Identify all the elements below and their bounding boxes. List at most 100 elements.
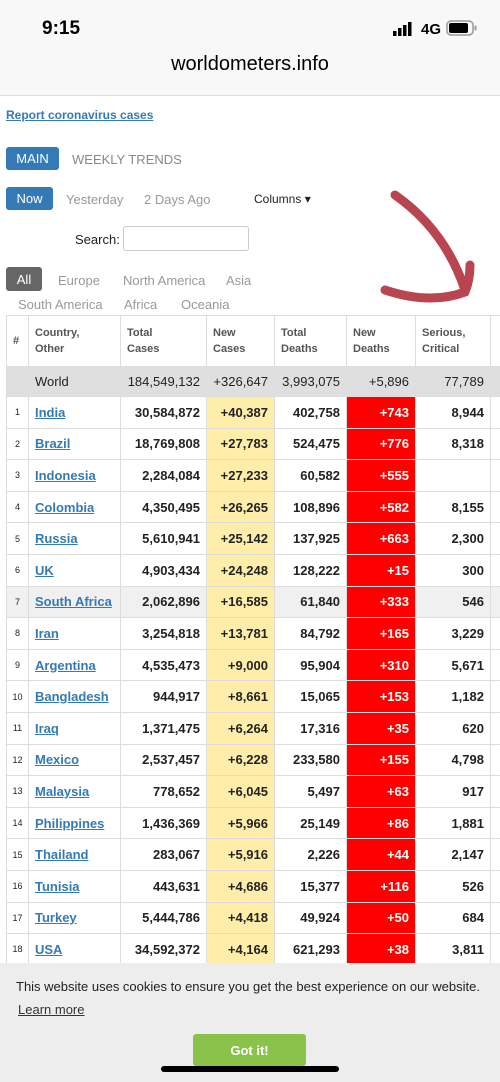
- country-link[interactable]: Tunisia: [35, 878, 80, 894]
- cell: 2,226: [274, 838, 347, 871]
- region[interactable]: Europe: [58, 273, 100, 288]
- country-link[interactable]: Colombia: [35, 499, 95, 515]
- tab-main[interactable]: MAIN: [6, 147, 59, 170]
- country-link[interactable]: UK: [35, 562, 54, 578]
- cell: Argentina: [28, 648, 121, 682]
- cell: +165: [346, 617, 416, 650]
- cell: 233,580: [274, 743, 347, 777]
- cell: 11: [6, 711, 29, 745]
- cell: [490, 617, 500, 650]
- tab-2days[interactable]: 2 Days Ago: [144, 192, 211, 207]
- column-header: New Cases: [206, 315, 275, 367]
- cell: 15: [6, 838, 29, 871]
- cell: +16,585: [206, 585, 275, 619]
- table-container: # Country, Other Total Cases New Cases Total…: [6, 315, 500, 965]
- cell: 60,582: [274, 459, 347, 492]
- region[interactable]: North America: [123, 273, 206, 288]
- cell: 2,284,084: [120, 459, 207, 492]
- cell: Malaysia: [28, 775, 121, 808]
- country-row: 13 Malaysia 778,652 +6,045 5,497 +63 917: [6, 775, 500, 808]
- cell: 8,318: [415, 427, 491, 461]
- cell: [490, 838, 500, 871]
- cell: 1,881: [415, 806, 491, 840]
- country-link[interactable]: Argentina: [35, 657, 96, 673]
- country-row: 8 Iran 3,254,818 +13,781 84,792 +165 3,229: [6, 617, 500, 650]
- cell: +582: [346, 490, 416, 524]
- country-link[interactable]: Philippines: [35, 815, 105, 831]
- cell: [490, 585, 500, 619]
- cell: 5,610,941: [120, 522, 207, 555]
- got-it-button[interactable]: Got it!: [193, 1034, 306, 1066]
- cell: 4,798: [415, 743, 491, 777]
- cell: UK: [28, 553, 121, 587]
- columns-label: Columns: [254, 192, 302, 206]
- cell: +776: [346, 427, 416, 461]
- country-link[interactable]: Malaysia: [35, 783, 90, 799]
- country-link[interactable]: Indonesia: [35, 467, 96, 483]
- region[interactable]: South America: [18, 297, 103, 312]
- cell: 4,903,434: [120, 553, 207, 587]
- data-table: # Country, Other Total Cases New Cases Total…: [6, 315, 500, 965]
- cell: 84,792: [274, 617, 347, 650]
- country-link[interactable]: India: [35, 404, 66, 420]
- annotation-arrow: [380, 190, 475, 303]
- cell: +63: [346, 775, 416, 808]
- column-header: Serious, Critical: [415, 315, 491, 367]
- region[interactable]: Oceania: [181, 297, 230, 312]
- country-row: 6 UK 4,903,434 +24,248 128,222 +15 300: [6, 553, 500, 587]
- cell: 546: [415, 585, 491, 619]
- country-link[interactable]: Bangladesh: [35, 689, 109, 705]
- cell: 8: [6, 617, 29, 650]
- cell: +9,000: [206, 648, 275, 682]
- cell: 108,896: [274, 490, 347, 524]
- country-link[interactable]: Brazil: [35, 436, 71, 452]
- cell: +6,045: [206, 775, 275, 808]
- header-text: Country, Other: [35, 327, 80, 355]
- cell: +155: [346, 743, 416, 777]
- learn-more[interactable]: Learn more: [18, 1002, 85, 1017]
- search-input[interactable]: [123, 226, 249, 251]
- cell: +44: [346, 838, 416, 871]
- cell: +6,228: [206, 743, 275, 777]
- cell: +38: [346, 933, 416, 965]
- tab-weekly[interactable]: WEEKLY TRENDS: [72, 152, 182, 167]
- cell: 184,549,132: [120, 366, 207, 397]
- header-text: Total Cases: [127, 327, 160, 355]
- tab-yesterday[interactable]: Yesterday: [66, 192, 124, 207]
- cell: 2: [6, 427, 29, 461]
- region[interactable]: Africa: [124, 297, 158, 312]
- cell: +86: [346, 806, 416, 840]
- region-all[interactable]: All: [6, 267, 42, 291]
- cell: 4,535,473: [120, 648, 207, 682]
- columns-button[interactable]: Columns ▾: [254, 192, 311, 206]
- country-link[interactable]: South Africa: [35, 594, 112, 610]
- column-header: Country, Other: [28, 315, 121, 367]
- country-link[interactable]: Russia: [35, 531, 78, 547]
- column-header: #: [6, 315, 29, 367]
- country-link[interactable]: Thailand: [35, 847, 89, 863]
- report-link[interactable]: Report coronavirus cases: [6, 108, 154, 122]
- cell: +326,647: [206, 366, 275, 397]
- cell: [490, 711, 500, 745]
- cell: 5,497: [274, 775, 347, 808]
- cell: [490, 490, 500, 524]
- country-link[interactable]: Iran: [35, 625, 59, 641]
- cell: 30,584,872: [120, 396, 207, 429]
- cell: 300: [415, 553, 491, 587]
- tab-now[interactable]: Now: [6, 187, 53, 210]
- country-link[interactable]: Mexico: [35, 752, 80, 768]
- cell: 7: [6, 585, 29, 619]
- country-row: 12 Mexico 2,537,457 +6,228 233,580 +155 4,798: [6, 743, 500, 777]
- country-row: 9 Argentina 4,535,473 +9,000 95,904 +310 5,671: [6, 648, 500, 682]
- cell: +25,142: [206, 522, 275, 555]
- cell: 1,436,369: [120, 806, 207, 840]
- country-link[interactable]: Turkey: [35, 910, 77, 926]
- region[interactable]: Asia: [226, 273, 252, 288]
- cell: 8,944: [415, 396, 491, 429]
- cell: +24,248: [206, 553, 275, 587]
- country-link[interactable]: USA: [35, 941, 63, 957]
- cell: 1,182: [415, 680, 491, 713]
- cell: +333: [346, 585, 416, 619]
- country-link[interactable]: Iraq: [35, 720, 59, 736]
- browser-header: [0, 0, 500, 96]
